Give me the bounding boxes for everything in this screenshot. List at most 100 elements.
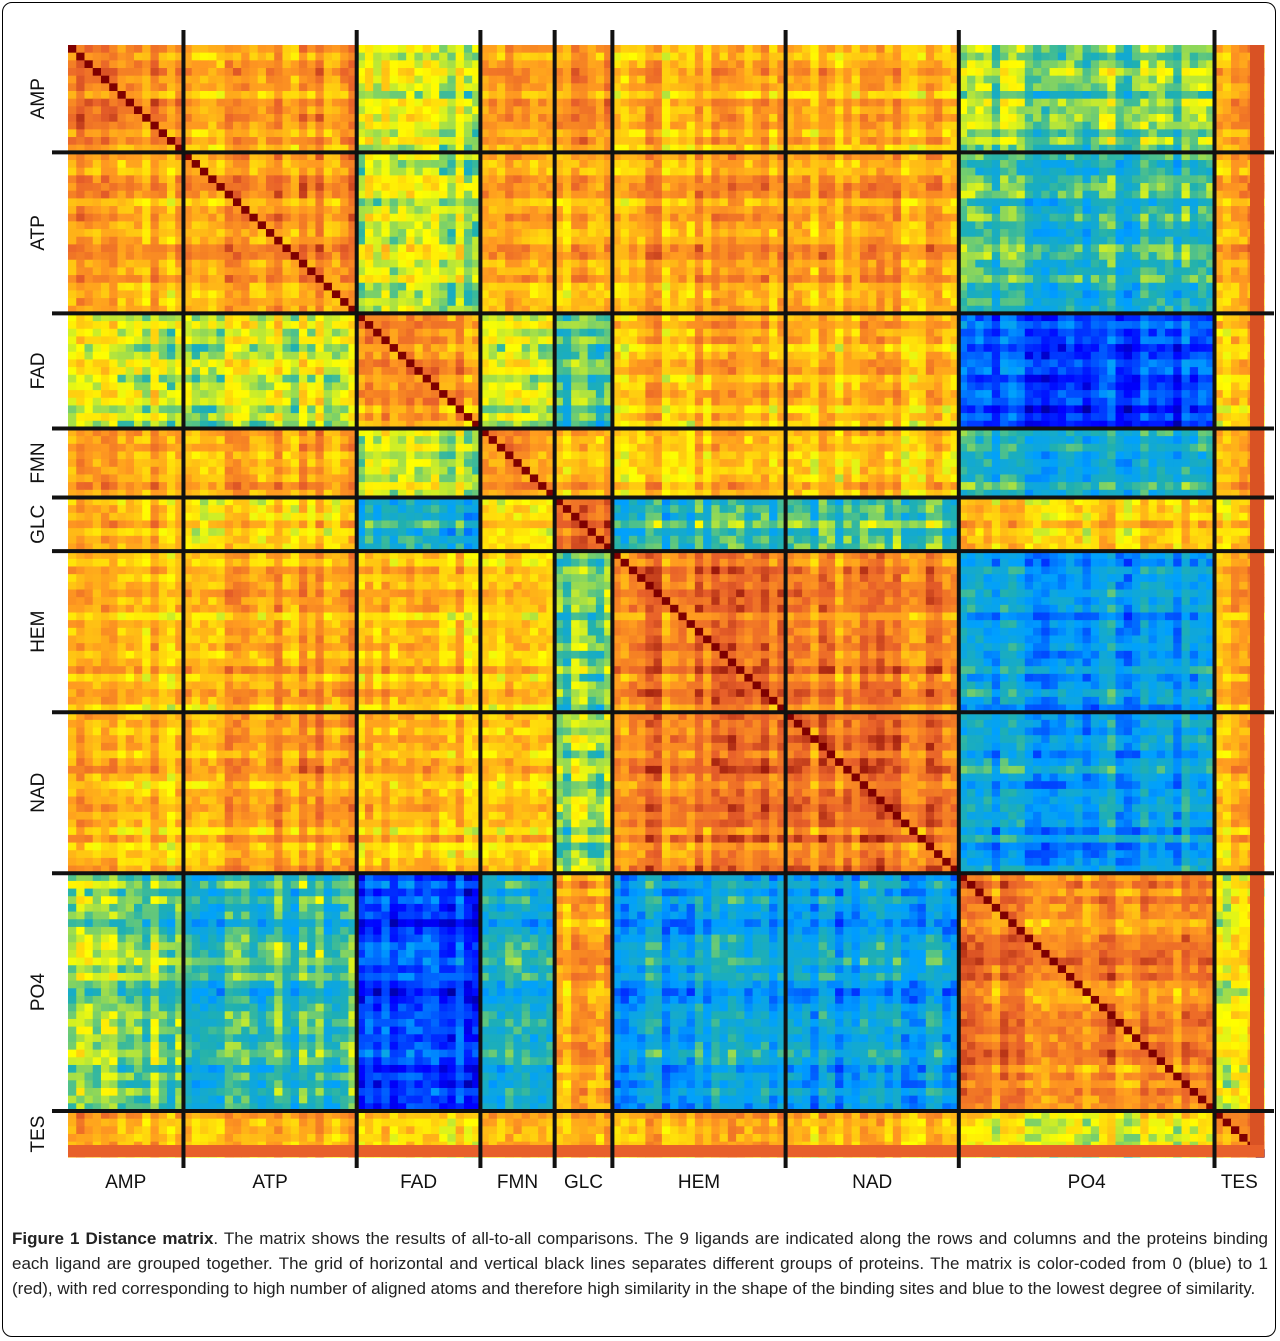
heatmap-cell <box>125 106 135 115</box>
heatmap-cell <box>917 114 927 123</box>
heatmap-cell <box>513 236 523 245</box>
heatmap-cell <box>686 129 696 138</box>
heatmap-cell <box>843 160 853 169</box>
heatmap-cell <box>826 98 836 107</box>
heatmap-cell <box>241 183 251 192</box>
heatmap-cell <box>868 83 877 92</box>
heatmap-cell <box>150 175 160 184</box>
heatmap-cell <box>975 83 985 92</box>
heatmap-cell <box>257 52 267 61</box>
heatmap-cell <box>373 45 383 54</box>
heatmap-cell <box>562 129 572 138</box>
heatmap-cell <box>1016 275 1026 284</box>
heatmap-cell <box>975 190 985 199</box>
heatmap-cell <box>1173 244 1183 253</box>
heatmap-cell <box>100 183 110 192</box>
heatmap-cell <box>769 259 778 268</box>
heatmap-cell <box>282 98 292 107</box>
heatmap-cell <box>719 144 729 153</box>
heatmap-cell <box>694 68 704 77</box>
heatmap-cell <box>727 213 737 222</box>
heatmap-cell <box>439 152 449 161</box>
heatmap-cell <box>76 106 86 115</box>
heatmap-cell <box>199 60 209 69</box>
heatmap-cell <box>884 183 894 192</box>
heatmap-cell <box>381 298 391 307</box>
heatmap-cell <box>323 190 333 199</box>
heatmap-cell <box>1033 160 1042 169</box>
heatmap-cell <box>282 229 292 238</box>
heatmap-cell <box>884 244 894 253</box>
heatmap-cell <box>909 83 919 92</box>
heatmap-cell <box>298 152 308 161</box>
heatmap-cell <box>241 267 251 276</box>
heatmap-cell <box>538 275 547 284</box>
heatmap-cell <box>554 75 564 84</box>
heatmap-cell <box>942 259 952 268</box>
heatmap-cell <box>199 252 209 261</box>
heatmap-cell <box>1074 183 1084 192</box>
heatmap-cell <box>340 68 350 77</box>
heatmap-cell <box>158 121 168 130</box>
heatmap-cell <box>727 206 737 215</box>
heatmap-cell <box>546 221 556 230</box>
heatmap-cell <box>909 259 919 268</box>
heatmap-cell <box>422 129 432 138</box>
heatmap-cell <box>587 267 597 276</box>
heatmap-cell <box>587 252 597 261</box>
heatmap-cell <box>604 45 613 54</box>
heatmap-cell <box>785 221 795 230</box>
heatmap-cell <box>628 275 638 284</box>
heatmap-cell <box>199 267 209 276</box>
heatmap-cell <box>950 229 960 238</box>
heatmap-cell <box>84 121 94 130</box>
heatmap-cell <box>133 190 143 199</box>
heatmap-cell <box>538 305 547 315</box>
heatmap-cell <box>694 183 704 192</box>
heatmap-cell <box>868 267 877 276</box>
heatmap-cell <box>752 121 762 130</box>
heatmap-cell <box>1066 290 1075 299</box>
heatmap-cell <box>356 213 366 222</box>
heatmap-cell <box>892 68 902 77</box>
heatmap-cell <box>414 183 424 192</box>
heatmap-cell <box>1222 290 1232 299</box>
heatmap-cell <box>323 129 333 138</box>
heatmap-cell <box>282 183 292 192</box>
heatmap-cell <box>463 213 473 222</box>
heatmap-cell <box>958 75 968 84</box>
heatmap-cell <box>975 229 985 238</box>
heatmap-cell <box>84 91 94 100</box>
heatmap-cell <box>612 98 622 107</box>
heatmap-cell <box>356 252 366 261</box>
heatmap-cell <box>439 198 449 207</box>
heatmap-cell <box>100 45 110 54</box>
heatmap-cell <box>744 267 754 276</box>
heatmap-cell <box>348 290 358 299</box>
heatmap-cell <box>727 190 737 199</box>
heatmap-cell <box>661 83 671 92</box>
heatmap-cell <box>694 190 704 199</box>
heatmap-cell <box>892 275 902 284</box>
heatmap-cell <box>983 198 993 207</box>
heatmap-cell <box>1140 83 1150 92</box>
heatmap-cell <box>274 198 284 207</box>
heatmap-cell <box>480 45 490 54</box>
heatmap-cell <box>653 290 663 299</box>
heatmap-cell <box>554 236 564 245</box>
heatmap-cell <box>422 52 432 61</box>
heatmap-cell <box>1033 152 1042 161</box>
heatmap-cell <box>901 183 910 192</box>
heatmap-cell <box>521 236 531 245</box>
heatmap-cell <box>1239 236 1249 245</box>
heatmap-cell <box>100 68 110 77</box>
heatmap-cell <box>1156 144 1166 153</box>
heatmap-cell <box>109 206 119 215</box>
heatmap-cell <box>373 75 383 84</box>
heatmap-cell <box>307 298 317 307</box>
heatmap-cell <box>92 52 102 61</box>
heatmap-cell <box>1090 298 1100 307</box>
heatmap-cell <box>224 298 234 307</box>
heatmap-cell <box>496 75 506 84</box>
heatmap-cell <box>117 259 127 268</box>
